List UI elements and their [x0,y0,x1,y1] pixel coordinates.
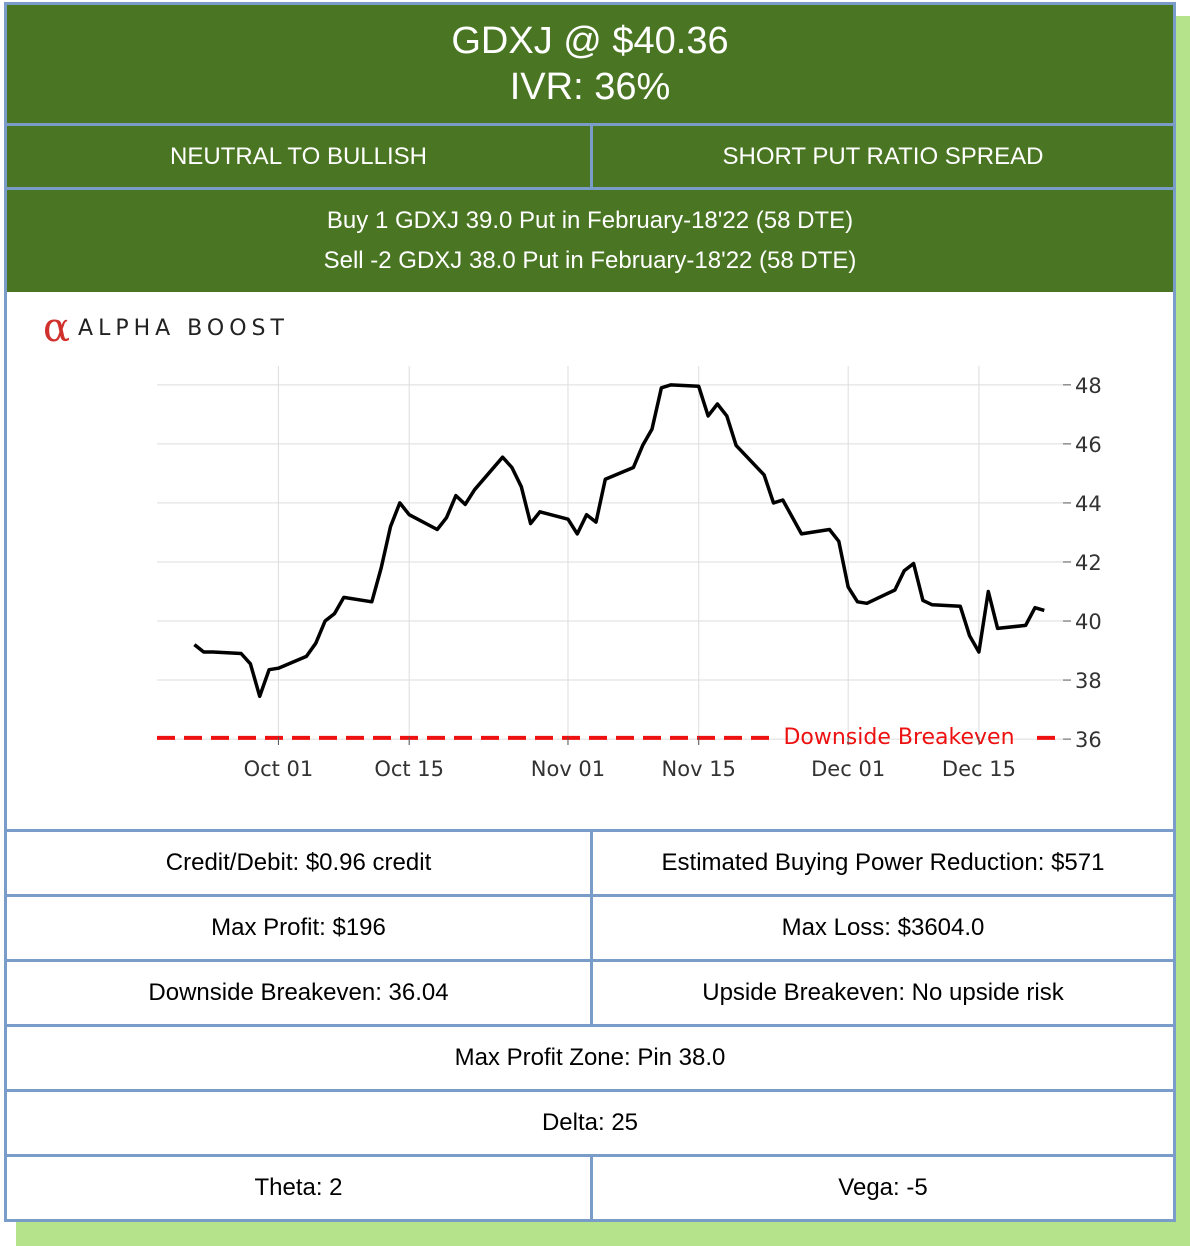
y-tick-label: 36 [1075,728,1102,752]
bias-label: NEUTRAL TO BULLISH [170,142,427,170]
bias-cell: NEUTRAL TO BULLISH [4,123,593,190]
breakeven-label: Downside Breakeven [783,725,1014,750]
max-loss-cell: Max Loss: $3604.0 [590,894,1176,962]
y-tick-label: 38 [1075,669,1102,693]
theta-cell: Theta: 2 [4,1154,593,1222]
leg-sell: Sell -2 GDXJ 38.0 Put in February-18'22 … [323,247,857,274]
downside-be-cell: Downside Breakeven: 36.04 [4,959,593,1027]
theta-value: Theta: 2 [254,1174,343,1201]
breakeven-layer: Downside Breakeven [157,725,1063,750]
x-tick-label: Oct 01 [244,757,314,781]
legs-block: Buy 1 GDXJ 39.0 Put in February-18'22 (5… [4,187,1176,295]
upside-be-value: Upside Breakeven: No upside risk [702,979,1064,1006]
brand-name: ALPHA BOOST [78,315,289,341]
vega-value: Vega: -5 [838,1174,928,1201]
y-tick-label: 42 [1075,551,1102,575]
max-profit-value: Max Profit: $196 [211,914,386,941]
profit-zone-value: Max Profit Zone: Pin 38.0 [454,1044,726,1071]
strategy-cell: SHORT PUT RATIO SPREAD [590,123,1176,190]
price-chart: Downside Breakeven 36 38 40 42 44 46 48 Oct 01 O… [157,366,1102,781]
y-tick-label: 44 [1075,492,1102,516]
brand-logo: α ALPHA BOOST [43,308,289,348]
downside-be-value: Downside Breakeven: 36.04 [148,979,449,1006]
credit-debit-value: Credit/Debit: $0.96 credit [165,849,432,876]
x-tick-label: Dec 01 [811,757,885,781]
ivr-value: IVR: 36% [509,66,671,108]
delta-value: Delta: 25 [541,1109,639,1136]
bpr-value: Estimated Buying Power Reduction: $571 [661,849,1105,876]
trade-card: GDXJ @ $40.36 IVR: 36% NEUTRAL TO BULLIS… [4,2,1176,1222]
upside-be-cell: Upside Breakeven: No upside risk [590,959,1176,1027]
alpha-logo-icon: α [43,305,71,351]
header-block: GDXJ @ $40.36 IVR: 36% [4,2,1176,126]
chart-panel: α ALPHA BOOST Downside Breakeven 36 38 40 4… [4,292,1176,832]
vega-cell: Vega: -5 [590,1154,1176,1222]
credit-debit-cell: Credit/Debit: $0.96 credit [4,829,593,897]
profit-zone-cell: Max Profit Zone: Pin 38.0 [4,1024,1176,1092]
ticker-price: GDXJ @ $40.36 [451,20,729,62]
x-tick-label: Nov 01 [531,757,605,781]
y-tick-label: 46 [1075,433,1102,457]
strategy-name: SHORT PUT RATIO SPREAD [722,142,1044,170]
leg-buy: Buy 1 GDXJ 39.0 Put in February-18'22 (5… [326,207,854,234]
bpr-cell: Estimated Buying Power Reduction: $571 [590,829,1176,897]
x-tick-label: Dec 15 [942,757,1016,781]
y-tick-label: 48 [1075,374,1102,398]
price-series [193,383,1045,699]
max-profit-cell: Max Profit: $196 [4,894,593,962]
max-loss-value: Max Loss: $3604.0 [781,914,985,941]
x-tick-label: Nov 15 [662,757,736,781]
y-tick-label: 40 [1075,610,1102,634]
axis-ticks: 36 38 40 42 44 46 48 Oct 01 Oct 15 Nov 01 Nov 15 De… [244,374,1102,781]
price-line [193,383,1045,699]
delta-cell: Delta: 25 [4,1089,1176,1157]
chart-grid [157,366,1063,745]
x-tick-label: Oct 15 [374,757,444,781]
